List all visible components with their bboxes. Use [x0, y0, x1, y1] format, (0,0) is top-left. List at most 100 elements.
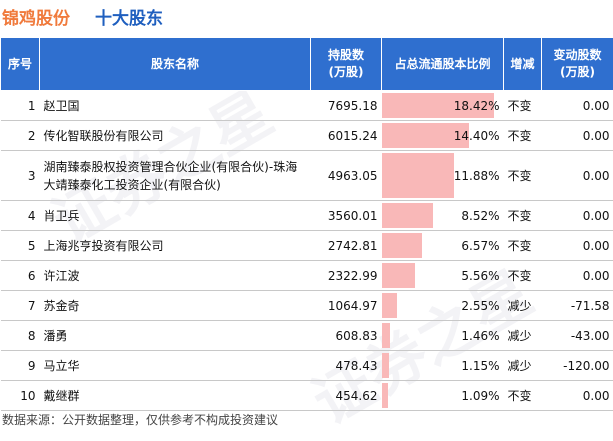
section-title: 十大股东: [95, 4, 163, 29]
ratio-value: 11.88%: [454, 169, 500, 183]
ratio-cell: 14.40%: [382, 121, 504, 151]
header-shares-line1: 持股数: [311, 47, 381, 64]
row-index: 9: [1, 351, 40, 381]
ratio-cell: 6.57%: [382, 231, 504, 261]
change-status: 不变: [504, 151, 542, 201]
header-ratio: 占总流通股本比例: [382, 38, 504, 91]
shareholder-name: 肖卫兵: [40, 201, 311, 231]
ratio-cell: 8.52%: [382, 201, 504, 231]
ratio-value: 1.15%: [461, 359, 499, 373]
ratio-cell: 2.55%: [382, 291, 504, 321]
shareholder-name: 潘勇: [40, 321, 311, 351]
shares-change: 0.00: [542, 151, 613, 201]
ratio-value: 6.57%: [461, 239, 499, 253]
change-status: 不变: [504, 201, 542, 231]
shares-change: 0.00: [542, 121, 613, 151]
row-index: 4: [1, 201, 40, 231]
header-shares-line2: (万股): [311, 64, 381, 81]
ratio-bar: [382, 233, 422, 258]
shareholder-name: 上海兆亨投资有限公司: [40, 231, 311, 261]
shares-change: -120.00: [542, 351, 613, 381]
ratio-value: 2.55%: [461, 299, 499, 313]
ratio-cell: 1.15%: [382, 351, 504, 381]
shareholder-name: 许江波: [40, 261, 311, 291]
row-index: 5: [1, 231, 40, 261]
shares-change: 0.00: [542, 231, 613, 261]
shares-held: 7695.18: [311, 91, 382, 121]
change-status: 不变: [504, 91, 542, 121]
ratio-value: 14.40%: [454, 129, 500, 143]
shares-change: 0.00: [542, 91, 613, 121]
shares-change: 0.00: [542, 381, 613, 411]
row-index: 1: [1, 91, 40, 121]
ratio-value: 5.56%: [461, 269, 499, 283]
shares-held: 2742.81: [311, 231, 382, 261]
shares-change: -43.00: [542, 321, 613, 351]
ratio-bar: [382, 153, 454, 198]
shares-change: 0.00: [542, 201, 613, 231]
shares-held: 6015.24: [311, 121, 382, 151]
row-index: 2: [1, 121, 40, 151]
ratio-value: 1.09%: [461, 389, 499, 403]
change-status: 不变: [504, 381, 542, 411]
change-status: 减少: [504, 321, 542, 351]
change-status: 不变: [504, 231, 542, 261]
row-index: 3: [1, 151, 40, 201]
change-status: 不变: [504, 261, 542, 291]
shares-held: 478.43: [311, 351, 382, 381]
ratio-bar: [382, 263, 416, 288]
company-name: 锦鸡股份: [2, 4, 70, 29]
shareholder-name: 苏金奇: [40, 291, 311, 321]
shareholder-name: 戴继群: [40, 381, 311, 411]
ratio-bar: [382, 293, 398, 318]
shares-held: 4963.05: [311, 151, 382, 201]
ratio-value: 1.46%: [461, 329, 499, 343]
shares-held: 608.83: [311, 321, 382, 351]
row-index: 7: [1, 291, 40, 321]
header-delta-line2: (万股): [542, 64, 613, 81]
row-index: 8: [1, 321, 40, 351]
ratio-value: 18.42%: [454, 99, 500, 113]
shares-held: 2322.99: [311, 261, 382, 291]
data-source-note: 数据来源：公开数据整理，仅供参考不构成投资建议: [2, 411, 278, 428]
ratio-value: 8.52%: [461, 209, 499, 223]
shares-change: 0.00: [542, 261, 613, 291]
ratio-bar: [382, 203, 434, 228]
header-delta-line1: 变动股数: [542, 47, 613, 64]
header-delta: 变动股数 (万股): [542, 38, 613, 91]
table-header-row: 序号 股东名称 持股数 (万股) 占总流通股本比例 增减 变动股数 (万股): [1, 38, 613, 91]
shareholder-name: 传化智联股份有限公司: [40, 121, 311, 151]
row-index: 6: [1, 261, 40, 291]
header-shares: 持股数 (万股): [311, 38, 382, 91]
shares-held: 1064.97: [311, 291, 382, 321]
header-name: 股东名称: [40, 38, 311, 91]
header-index: 序号: [1, 38, 40, 91]
header-change: 增减: [504, 38, 542, 91]
shares-held: 454.62: [311, 381, 382, 411]
ratio-bar: [382, 383, 389, 408]
row-index: 10: [1, 381, 40, 411]
change-status: 减少: [504, 291, 542, 321]
ratio-cell: 1.09%: [382, 381, 504, 411]
shareholder-name: 马立华: [40, 351, 311, 381]
shareholder-name: 赵卫国: [40, 91, 311, 121]
shareholders-table: 序号 股东名称 持股数 (万股) 占总流通股本比例 增减 变动股数 (万股) 1…: [0, 37, 613, 411]
ratio-cell: 1.46%: [382, 321, 504, 351]
change-status: 减少: [504, 351, 542, 381]
ratio-cell: 5.56%: [382, 261, 504, 291]
shareholder-name: 湖南臻泰股权投资管理合伙企业(有限合伙)-珠海大靖臻泰化工投资企业(有限合伙): [40, 151, 311, 201]
ratio-cell: 11.88%: [382, 151, 504, 201]
shares-held: 3560.01: [311, 201, 382, 231]
shares-change: -71.58: [542, 291, 613, 321]
ratio-bar: [382, 323, 391, 348]
